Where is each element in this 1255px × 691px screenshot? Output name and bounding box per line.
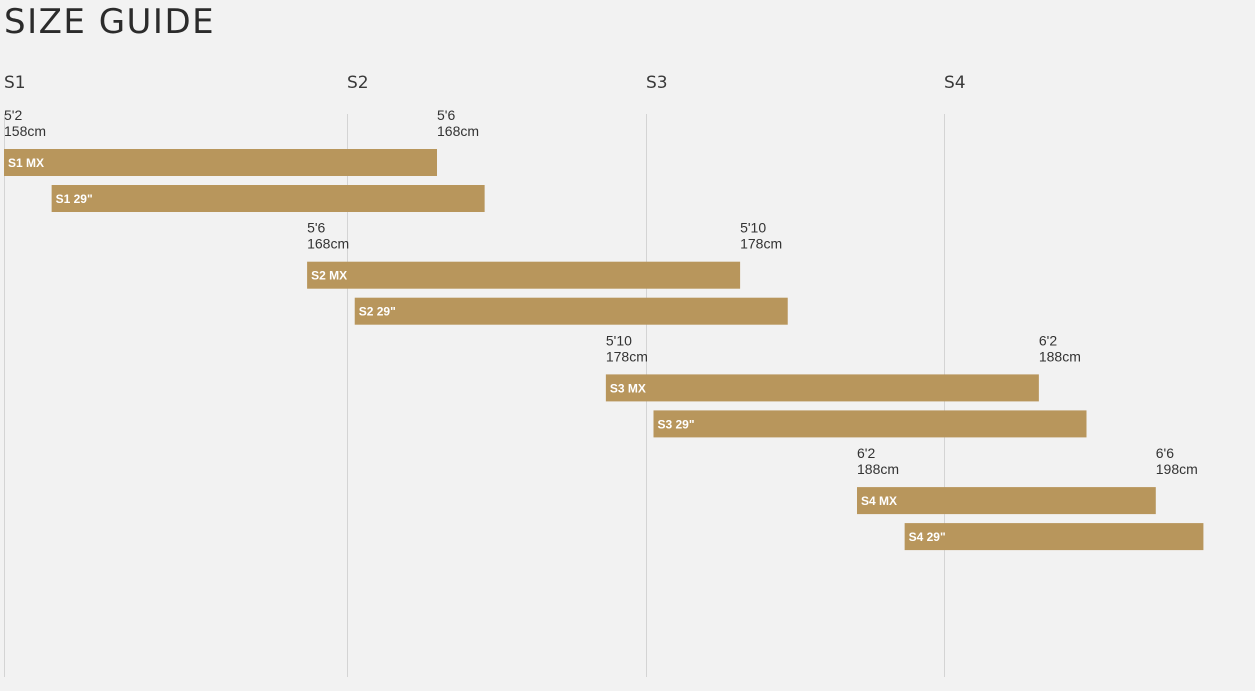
s1-bar-29 (51, 185, 485, 212)
s3-bar-mx (605, 374, 1039, 402)
s3-end-height-cm: 188cm (1039, 348, 1081, 364)
s2-bar-label-mx: S2 MX (311, 269, 347, 283)
s4-bar-label-mx: S4 MX (861, 494, 897, 508)
s3-bar-label-mx: S3 MX (610, 381, 646, 395)
s2-start-height-ft: 5'6 (307, 220, 325, 236)
s2-end-height-cm: 178cm (740, 236, 782, 252)
column-header-s2: S2 (347, 73, 369, 93)
s2-bar-label-29: S2 29" (359, 305, 396, 319)
page-title: SIZE GUIDE (4, 2, 216, 42)
column-header-s1: S1 (4, 73, 26, 93)
s3-end-height-ft: 6'2 (1039, 332, 1057, 348)
s1-start-height-cm: 158cm (4, 123, 46, 139)
s2-start-height-cm: 168cm (307, 236, 349, 252)
s1-start-height-ft: 5'2 (4, 107, 22, 123)
s3-start-height-ft: 5'10 (606, 332, 632, 348)
column-header-s3: S3 (646, 73, 668, 93)
column-header-s4: S4 (944, 73, 966, 93)
s2-bar-29 (354, 297, 788, 325)
s4-bar-label-29: S4 29" (909, 530, 946, 544)
s2-bar-mx (307, 261, 741, 289)
s1-end-height-cm: 168cm (437, 123, 479, 139)
s4-start-height-ft: 6'2 (857, 445, 875, 461)
s3-bar-label-29: S3 29" (658, 417, 695, 431)
s1-bar-mx (4, 149, 437, 176)
s4-bar-29 (904, 523, 1204, 551)
s3-bar-29 (653, 410, 1087, 438)
s4-end-height-ft: 6'6 (1156, 445, 1174, 461)
s4-start-height-cm: 188cm (857, 461, 899, 477)
s4-bar-mx (857, 487, 1156, 515)
s1-bar-label-mx: S1 MX (8, 156, 44, 170)
s1-bar-label-29: S1 29" (56, 192, 93, 206)
s3-start-height-cm: 178cm (606, 348, 648, 364)
s1-end-height-ft: 5'6 (437, 107, 455, 123)
s2-end-height-ft: 5'10 (740, 220, 766, 236)
s4-end-height-cm: 198cm (1156, 461, 1198, 477)
